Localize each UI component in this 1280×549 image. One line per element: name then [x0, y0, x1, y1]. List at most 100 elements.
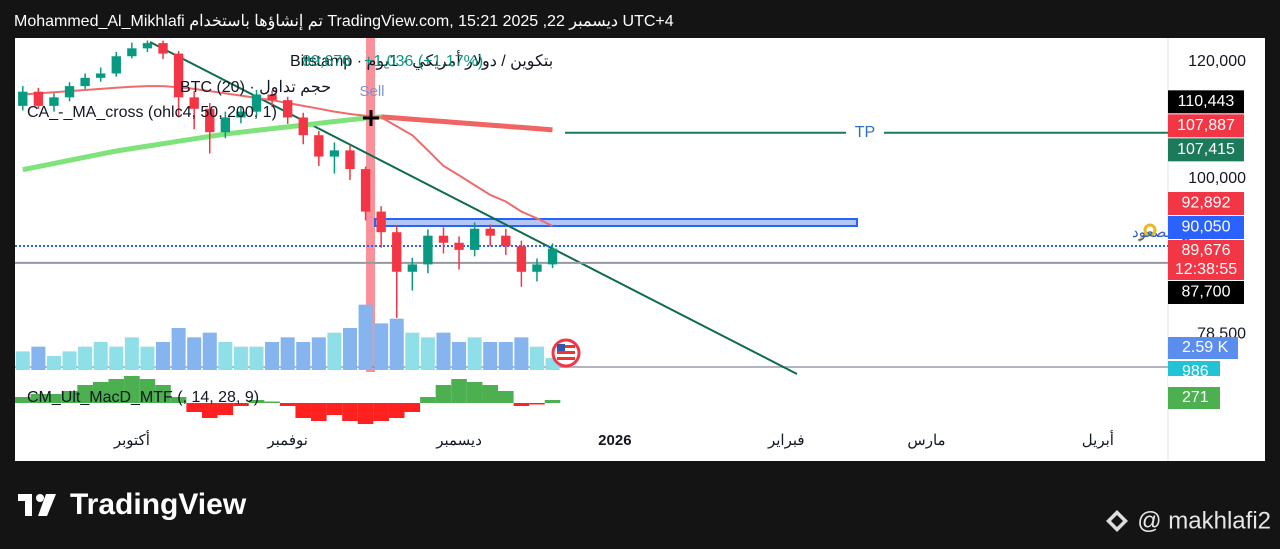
volume-bar	[109, 346, 124, 370]
volume-bar	[514, 337, 529, 370]
key-icon	[1137, 223, 1157, 243]
macd-bar	[61, 391, 78, 403]
candle-body	[345, 150, 355, 170]
price-label: 110,443	[1178, 93, 1235, 110]
macd-bar	[217, 403, 234, 415]
tp-gap	[846, 122, 884, 143]
price-label: 90,050	[1182, 219, 1231, 236]
volume-bar	[140, 346, 155, 370]
candle-body	[251, 94, 262, 112]
ma-title: CA_-_MA_cross (ohlc4, 50, 200, 1)	[27, 104, 277, 121]
candle-body	[80, 77, 90, 87]
volume-bar	[156, 342, 171, 370]
candle-body	[376, 211, 386, 233]
indicator-label-box	[1168, 337, 1238, 359]
indicator-label-box	[1168, 387, 1220, 409]
handle-icon	[1106, 510, 1128, 532]
volume-bar	[171, 328, 186, 370]
macd-bar	[529, 403, 545, 405]
candle-body	[469, 228, 480, 250]
volume-bar	[436, 332, 451, 370]
ma-line	[381, 114, 553, 133]
macd-bar	[544, 400, 561, 403]
volume-bar	[202, 332, 217, 370]
macd-bar	[77, 385, 93, 403]
candle-body	[142, 43, 153, 49]
candle-body	[438, 235, 449, 243]
macd-bar	[342, 403, 358, 421]
candle-body	[33, 91, 44, 106]
axis-mask	[1168, 376, 1265, 384]
macd-bar	[108, 379, 125, 403]
volume-bar	[93, 342, 108, 370]
volume-bar	[405, 332, 420, 370]
price-label-box	[1168, 280, 1244, 304]
volume-bar	[374, 323, 389, 370]
legend: بتكوين / دولار أمريكي · 1يوم · Bitstamp …	[27, 50, 553, 406]
macd-bar	[139, 379, 156, 403]
volume-bar	[233, 346, 248, 370]
candle-body	[501, 235, 511, 247]
volume-bar	[342, 328, 358, 370]
macd-bar	[513, 403, 530, 406]
candle-body	[205, 108, 215, 133]
macd-bar	[311, 403, 327, 421]
crosshair	[363, 110, 379, 126]
y-tick-label: 120,000	[1188, 53, 1246, 70]
indicator-label: 271	[1182, 389, 1209, 406]
price-label-box	[1168, 114, 1244, 138]
zone-rect	[374, 218, 858, 227]
macd-bar	[357, 403, 374, 424]
candle-body	[547, 248, 558, 265]
macd-bar	[420, 397, 436, 403]
macd-title: CM_Ult_MacD_MTF (, 14, 28, 9)	[27, 389, 259, 406]
sell-band	[366, 38, 375, 372]
volume-bar	[249, 346, 264, 370]
volume-bar	[498, 342, 513, 370]
candle-body	[189, 97, 199, 109]
macd-bar	[201, 403, 218, 418]
price-label: 89,676	[1182, 242, 1231, 259]
macd-bar	[388, 403, 405, 418]
x-tick-label: فبراير	[767, 432, 805, 449]
candle-body	[298, 117, 308, 136]
header: Mohammed_Al_Mikhlafi تم إنشاؤها باستخدام…	[14, 13, 674, 30]
candle-body	[360, 169, 371, 212]
price-label: 92,892	[1182, 195, 1231, 212]
candle-body	[49, 97, 59, 106]
macd-bar	[186, 403, 202, 412]
us-flag-icon	[551, 338, 581, 368]
countdown: 12:38:55	[1175, 261, 1237, 278]
macd-bar	[373, 403, 389, 421]
macd-bar	[233, 403, 249, 406]
candle-body	[392, 232, 402, 272]
macd-bar	[404, 403, 421, 412]
macd-bar	[170, 397, 187, 403]
x-tick-label: نوفمبر	[266, 432, 308, 449]
macd-bar	[248, 400, 265, 403]
volume-title: حجم تداول · BTC (20)	[180, 79, 331, 96]
x-tick-label: مارس	[907, 432, 945, 449]
candle-body	[127, 48, 137, 57]
sell-label: Sell	[359, 83, 384, 100]
volume-bar	[296, 342, 311, 370]
candle-body	[236, 111, 246, 118]
macd-bar	[326, 403, 343, 415]
volume-bar	[420, 337, 435, 370]
volume-bar	[327, 332, 342, 370]
last-price: 89,676	[302, 53, 351, 70]
candle-body	[454, 242, 464, 250]
volume-bar	[62, 351, 77, 370]
candle-body	[329, 150, 340, 157]
macd-bar	[124, 376, 140, 403]
macd-bar	[451, 379, 467, 403]
price-label-box	[1168, 138, 1244, 162]
volume-bar	[78, 346, 93, 370]
price-label: 107,887	[1177, 117, 1235, 134]
candle-body	[18, 91, 28, 106]
candle-body	[532, 264, 542, 272]
logo-text: TradingView	[70, 488, 247, 521]
candle-body	[407, 264, 417, 272]
